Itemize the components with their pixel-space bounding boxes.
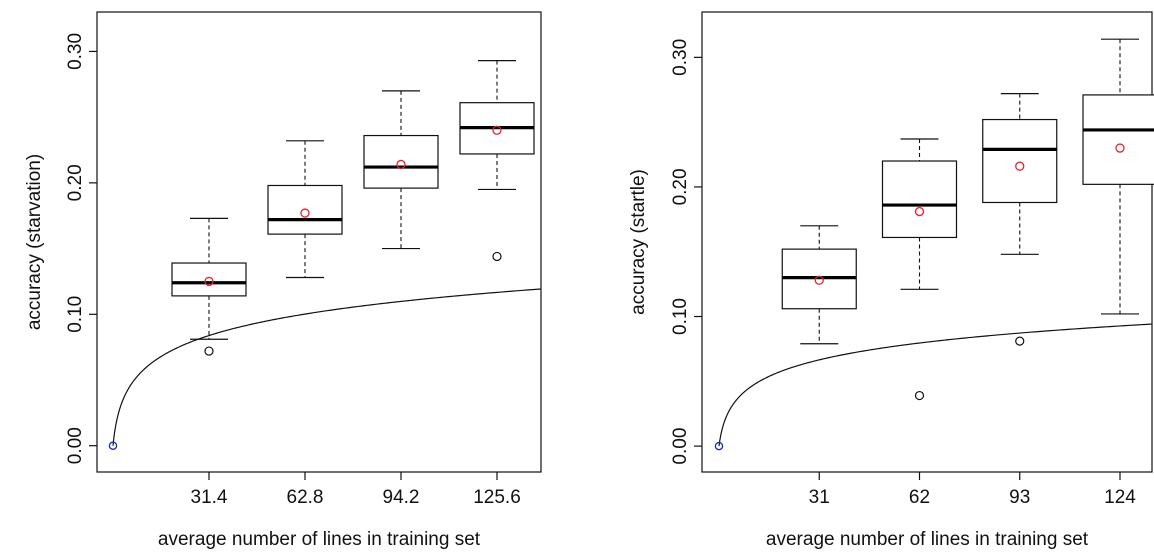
mean-point bbox=[1115, 143, 1125, 153]
fit-curve bbox=[718, 323, 1152, 447]
x-tick-label: 124 bbox=[1104, 487, 1136, 508]
y-tick-label: 0.10 bbox=[65, 296, 86, 333]
plot-marks: 0.00 0.10 0.20 0.30 31 62 93 124 bbox=[670, 38, 1154, 508]
x-tick-label: 62 bbox=[909, 487, 930, 508]
x-tick-label: 62.8 bbox=[287, 487, 324, 508]
mean-point bbox=[1015, 161, 1025, 171]
box-iqr bbox=[982, 118, 1058, 204]
x-tick-label: 31 bbox=[809, 487, 830, 508]
x-tick-label: 31.4 bbox=[191, 487, 228, 508]
x-tick-label: 94.2 bbox=[383, 487, 420, 508]
x-axis-title: average number of lines in training set bbox=[766, 529, 1089, 550]
outlier-point bbox=[492, 251, 502, 262]
box-iqr bbox=[881, 160, 958, 239]
plot-frame bbox=[96, 11, 542, 473]
mean-point bbox=[492, 125, 502, 135]
origin-point bbox=[108, 441, 118, 450]
y-axis-title: accuracy (starvation) bbox=[24, 154, 45, 330]
x-tick-label: 93 bbox=[1009, 487, 1030, 508]
outlier-point bbox=[914, 390, 925, 401]
mean-point bbox=[914, 206, 925, 217]
x-tick-label: 125.6 bbox=[473, 487, 521, 508]
startle-panel: 0.00 0.10 0.20 0.30 31 62 93 124 average number… bbox=[628, 11, 1154, 550]
y-tick-label: 0.20 bbox=[65, 164, 86, 201]
x-axis-title: average number of lines in training set bbox=[158, 529, 481, 550]
fit-curve bbox=[112, 288, 541, 446]
y-tick-label: 0.00 bbox=[670, 428, 691, 465]
mean-point bbox=[396, 159, 406, 170]
origin-point bbox=[714, 441, 724, 451]
mean-point bbox=[300, 208, 310, 218]
box-iqr bbox=[171, 262, 247, 297]
y-tick-label: 0.00 bbox=[65, 427, 86, 464]
y-tick-label: 0.30 bbox=[65, 33, 86, 70]
outlier-point bbox=[204, 346, 214, 356]
starvation-panel: 0.00 0.10 0.20 0.30 31.4 62.8 94.2 125.6 averag… bbox=[24, 11, 542, 550]
box-iqr bbox=[267, 184, 343, 235]
box-iqr bbox=[1082, 94, 1154, 185]
mean-point bbox=[814, 275, 824, 285]
plot-marks: 0.00 0.10 0.20 0.30 31.4 62.8 94.2 125.6 bbox=[65, 33, 541, 508]
y-tick-label: 0.30 bbox=[670, 39, 691, 76]
outlier-point bbox=[1015, 336, 1025, 346]
y-tick-label: 0.10 bbox=[670, 298, 691, 335]
box-iqr bbox=[363, 134, 439, 189]
y-axis-title: accuracy (startle) bbox=[628, 169, 649, 315]
y-tick-label: 0.20 bbox=[670, 168, 691, 205]
mean-point bbox=[204, 276, 214, 287]
plot-frame bbox=[701, 11, 1153, 473]
